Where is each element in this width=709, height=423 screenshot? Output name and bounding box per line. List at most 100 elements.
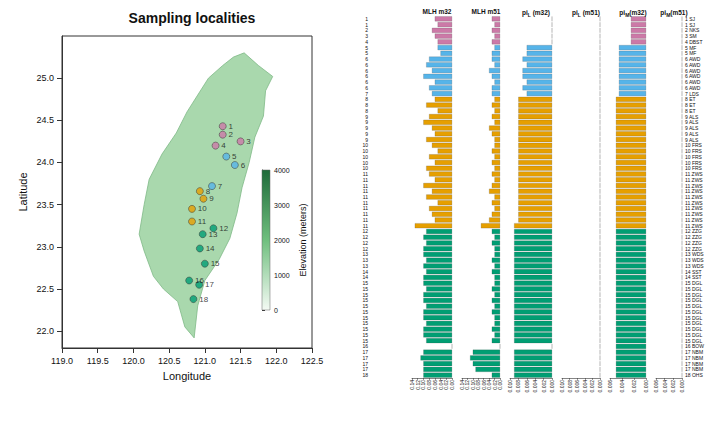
svg-text:22.5: 22.5 [36,284,54,294]
svg-text:0.10: 0.10 [420,380,426,390]
svg-text:0.006: 0.006 [653,380,659,393]
svg-text:(m51): (m51) [581,9,600,17]
svg-text:6: 6 [241,161,246,170]
svg-text:0.08: 0.08 [426,380,432,390]
svg-text:3000: 3000 [274,202,290,209]
svg-text:0.002: 0.002 [670,380,676,393]
svg-text:0.000: 0.000 [597,380,603,393]
svg-text:5 MF: 5 MF [685,44,697,51]
svg-text:0.14: 0.14 [459,380,465,390]
svg-text:0.006: 0.006 [524,380,530,393]
svg-text:119.5: 119.5 [87,356,109,366]
svg-text:0.02: 0.02 [443,380,449,390]
svg-text:0.000: 0.000 [549,380,555,393]
svg-text:18: 18 [199,295,208,304]
svg-text:0.008: 0.008 [567,380,573,393]
svg-text:4000: 4000 [274,167,290,174]
svg-text:14: 14 [206,244,215,253]
svg-text:1 SJ: 1 SJ [685,21,695,28]
svg-text:6 AWD: 6 AWD [685,73,701,80]
svg-text:16: 16 [195,276,204,285]
svg-text:120.0: 120.0 [122,356,145,366]
html-text:piM: piM [619,9,630,18]
svg-text:121.5: 121.5 [229,356,252,366]
svg-text:Sampling localities: Sampling localities [129,10,256,26]
svg-text:0.02: 0.02 [492,380,498,390]
html-text:piL: piL [522,9,531,18]
svg-text:24.0: 24.0 [36,157,54,167]
svg-text:0.004: 0.004 [662,380,668,393]
svg-text:6 AWD: 6 AWD [685,79,701,86]
svg-text:0.00: 0.00 [497,380,503,390]
svg-text:122.5: 122.5 [301,356,324,366]
svg-text:6 AWD: 6 AWD [685,61,701,68]
svg-text:0.14: 0.14 [409,380,415,390]
svg-text:0.12: 0.12 [415,380,421,390]
svg-text:0.000: 0.000 [679,380,685,393]
svg-text:13: 13 [209,230,218,239]
svg-text:122.0: 122.0 [265,356,288,366]
svg-text:0.006: 0.006 [574,380,580,393]
svg-text:0.004: 0.004 [619,380,625,393]
svg-text:0.002: 0.002 [541,380,547,393]
svg-text:3 SM: 3 SM [685,33,697,40]
svg-text:MLH m32: MLH m32 [423,8,452,15]
svg-text:0.010: 0.010 [559,380,565,393]
svg-text:1 SJ: 1 SJ [685,15,695,22]
svg-text:(m32): (m32) [531,9,550,17]
svg-text:12: 12 [219,224,228,233]
html-text:piM: piM [660,9,671,18]
svg-text:23.0: 23.0 [36,242,54,252]
svg-text:0.12: 0.12 [464,380,470,390]
svg-text:4 DBST: 4 DBST [685,38,703,45]
svg-text:Longitude: Longitude [163,370,211,382]
svg-text:10: 10 [198,204,207,213]
svg-text:0.004: 0.004 [532,380,538,393]
svg-text:0.10: 0.10 [470,380,476,390]
svg-text:7: 7 [218,182,223,191]
svg-text:5: 5 [232,152,237,161]
svg-text:23.5: 23.5 [36,200,54,210]
svg-text:0.04: 0.04 [486,380,492,390]
svg-text:0.004: 0.004 [582,380,588,393]
svg-text:25.0: 25.0 [36,73,54,83]
svg-text:2 NKS: 2 NKS [685,27,700,34]
svg-text:17: 17 [205,280,214,289]
svg-text:120.5: 120.5 [158,356,181,366]
svg-text:3: 3 [246,137,251,146]
svg-text:MLH m51: MLH m51 [472,8,501,15]
svg-text:24.5: 24.5 [36,115,54,125]
svg-text:0.00: 0.00 [449,380,455,390]
svg-text:4: 4 [221,141,226,150]
svg-text:1000: 1000 [274,272,290,279]
svg-text:121.0: 121.0 [194,356,217,366]
svg-text:11: 11 [198,217,207,226]
svg-text:0.002: 0.002 [589,380,595,393]
svg-text:5 MF: 5 MF [685,50,697,57]
svg-text:15: 15 [211,259,220,268]
svg-text:9: 9 [209,194,214,203]
svg-text:22.0: 22.0 [36,326,54,336]
svg-text:0.000: 0.000 [643,380,649,393]
svg-text:0.04: 0.04 [438,380,444,390]
svg-text:0.010: 0.010 [507,380,513,393]
svg-text:18 OHS: 18 OHS [685,372,703,378]
svg-text:0.006: 0.006 [607,380,613,393]
svg-text:119.0: 119.0 [51,356,73,366]
html-text:piL: piL [572,9,581,18]
svg-text:0.008: 0.008 [515,380,521,393]
svg-text:18: 18 [362,372,368,378]
svg-text:(m32): (m32) [629,9,646,17]
svg-text:0.08: 0.08 [475,380,481,390]
svg-text:0.06: 0.06 [481,380,487,390]
svg-text:6 AWD: 6 AWD [685,67,701,74]
svg-text:0: 0 [274,307,278,314]
svg-text:2000: 2000 [274,237,290,244]
svg-text:0.002: 0.002 [631,380,637,393]
svg-text:(m51): (m51) [670,9,687,17]
svg-text:Latitude: Latitude [17,172,29,211]
svg-text:2: 2 [229,130,234,139]
svg-text:6 AWD: 6 AWD [685,56,701,63]
svg-text:Elevation (meters): Elevation (meters) [298,203,308,276]
svg-text:0.06: 0.06 [432,380,438,390]
